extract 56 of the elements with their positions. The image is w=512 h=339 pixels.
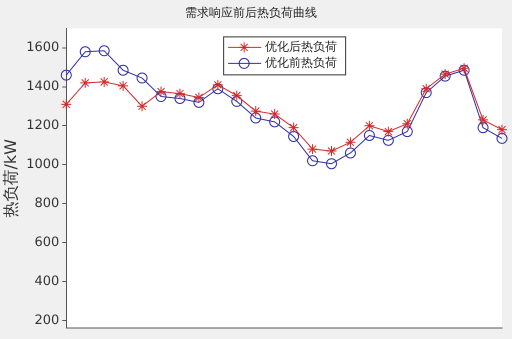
y-tick-label: 800: [34, 196, 60, 211]
point: [118, 80, 129, 92]
point: [250, 106, 262, 117]
y-tick-label: 1600: [26, 40, 60, 56]
y-tick-label: 1000: [26, 157, 60, 172]
point: [478, 122, 489, 134]
point: [307, 144, 318, 155]
point: [402, 118, 413, 130]
point: [156, 86, 167, 98]
point: [344, 136, 356, 148]
point: [250, 112, 262, 124]
point: [193, 92, 204, 104]
chart-title: 需求响应前后热负荷曲线: [185, 5, 317, 20]
point: [60, 98, 72, 110]
point: [80, 77, 91, 88]
point: [288, 130, 300, 142]
point: [420, 87, 432, 98]
legend-label: 优化前热负荷: [265, 56, 338, 70]
y-tick-label: 1200: [26, 118, 60, 134]
point: [212, 83, 224, 94]
point: [98, 45, 110, 56]
y-tick-label: 400: [34, 274, 60, 289]
point: [344, 147, 356, 158]
y-axis-title: 热负荷/kW: [0, 138, 20, 218]
point: [136, 72, 148, 84]
point: [288, 122, 300, 134]
point: [118, 64, 129, 76]
point: [326, 158, 338, 170]
point: [364, 120, 375, 132]
point: [174, 88, 186, 100]
point: [98, 76, 110, 88]
point: [231, 90, 242, 102]
legend-label: 优化后热负荷: [265, 40, 338, 54]
point: [269, 108, 280, 120]
y-tick-label: 1400: [26, 79, 60, 94]
point: [326, 146, 338, 157]
point: [212, 79, 224, 90]
point: [60, 70, 72, 81]
point: [307, 155, 318, 166]
point: [402, 126, 413, 138]
point: [231, 96, 242, 107]
point: [156, 91, 167, 102]
point: [269, 116, 280, 128]
point: [382, 134, 394, 146]
point: [496, 124, 508, 136]
point: [80, 46, 91, 58]
y-tick-label: 600: [34, 234, 60, 250]
point: [496, 132, 508, 144]
y-tick-label: 200: [34, 312, 60, 328]
point: [478, 114, 489, 126]
point: [136, 100, 148, 112]
point: [420, 83, 432, 94]
point: [364, 130, 375, 141]
point: [382, 126, 394, 138]
point: [174, 92, 186, 104]
point: [193, 96, 204, 108]
